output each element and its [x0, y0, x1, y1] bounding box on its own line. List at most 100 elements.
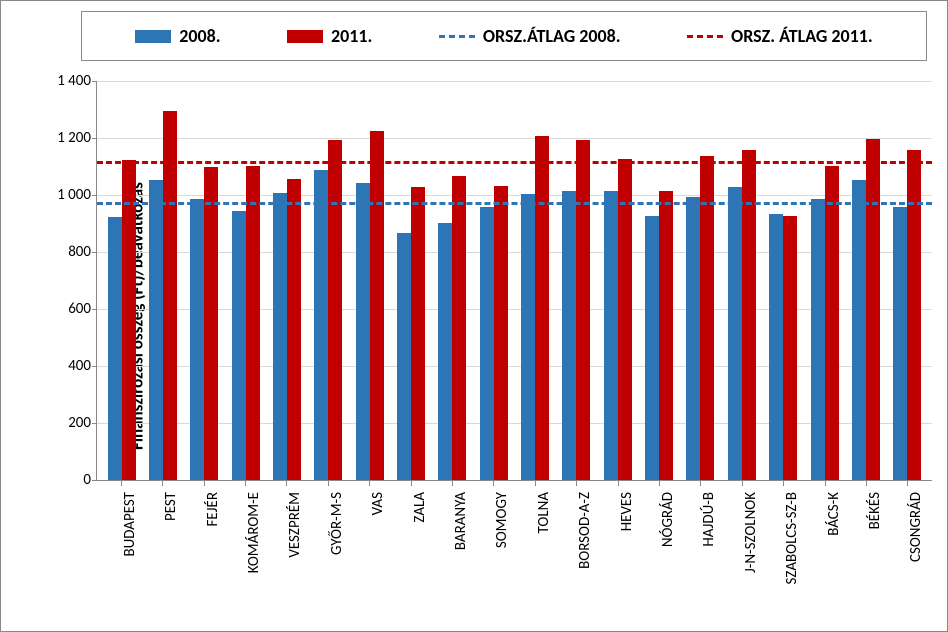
y-tick-label: 200 — [68, 414, 91, 432]
x-tick-mark — [452, 481, 453, 486]
x-label: J-N-SZOLNOK — [742, 492, 760, 573]
x-label: BÁCS-K — [825, 492, 843, 536]
bar — [411, 187, 425, 480]
legend-swatch-2008 — [135, 30, 171, 43]
x-label: GYŐR-M-S — [328, 492, 346, 555]
bar — [480, 207, 494, 480]
bar — [811, 199, 825, 480]
bar — [204, 167, 218, 480]
reference-line — [97, 161, 932, 164]
bar-group — [804, 81, 845, 480]
x-tick-mark — [204, 481, 205, 486]
chart-container: 2008. 2011. ORSZ.ÁTLAG 2008. ORSZ. ÁTLAG… — [0, 0, 948, 632]
x-label: VAS — [369, 492, 387, 515]
x-tick-mark — [411, 481, 412, 486]
bar — [562, 191, 576, 480]
legend-dash-2008 — [439, 35, 475, 38]
legend-label: ORSZ.ÁTLAG 2008. — [483, 25, 621, 47]
x-tick-mark — [659, 481, 660, 486]
bar-group — [845, 81, 886, 480]
bar — [232, 211, 246, 480]
x-label-slot: KOMÁROM-E — [224, 486, 265, 626]
y-tick-label: 800 — [68, 243, 91, 261]
x-label: SZABOLCS-SZ-B — [783, 492, 801, 585]
x-label-slot: FEJÉR — [183, 486, 224, 626]
x-tick-mark — [162, 481, 163, 486]
y-tick-label: 400 — [68, 357, 91, 375]
x-tick-mark — [907, 481, 908, 486]
legend-item-avg-2008: ORSZ.ÁTLAG 2008. — [439, 25, 621, 47]
x-label-slot: BARANYA — [431, 486, 472, 626]
x-label: ZALA — [411, 492, 429, 523]
x-tick-mark — [618, 481, 619, 486]
bar — [659, 191, 673, 480]
bar-group — [597, 81, 638, 480]
bar — [686, 197, 700, 480]
x-label: BÉKÉS — [866, 492, 884, 529]
x-label-slot: J-N-SZOLNOK — [721, 486, 762, 626]
x-label: NÓGRÁD — [659, 492, 677, 547]
bar-group — [390, 81, 431, 480]
bar-group — [266, 81, 307, 480]
bar-group — [473, 81, 514, 480]
bar — [287, 179, 301, 480]
bar — [438, 223, 452, 480]
x-label: HAJDÚ-B — [700, 492, 718, 547]
plot-area: 02004006008001 0001 2001 400 — [96, 81, 932, 481]
bar — [273, 193, 287, 480]
x-label-slot: SOMOGY — [473, 486, 514, 626]
x-label: VESZPRÉM — [286, 492, 304, 558]
x-label: BUDAPEST — [121, 492, 139, 557]
bar-group — [308, 81, 349, 480]
x-tick-mark — [576, 481, 577, 486]
bar — [108, 217, 122, 480]
legend-item-avg-2011: ORSZ. ÁTLAG 2011. — [687, 25, 873, 47]
bar-group — [432, 81, 473, 480]
legend-dash-2011 — [687, 35, 723, 38]
bar — [328, 140, 342, 480]
bar — [397, 233, 411, 480]
legend: 2008. 2011. ORSZ.ÁTLAG 2008. ORSZ. ÁTLAG… — [81, 11, 927, 61]
bar — [122, 160, 136, 480]
bar — [728, 187, 742, 480]
y-tick-label: 1 400 — [57, 72, 91, 90]
bar — [769, 214, 783, 480]
bar — [163, 111, 177, 480]
legend-label: 2008. — [179, 25, 220, 47]
x-label-slot: BUDAPEST — [100, 486, 141, 626]
x-tick-mark — [369, 481, 370, 486]
bar-group — [184, 81, 225, 480]
bar — [604, 191, 618, 480]
x-label: PEST — [162, 492, 180, 521]
reference-line — [97, 202, 932, 205]
legend-item-2011: 2011. — [287, 25, 372, 47]
bars-container — [97, 81, 932, 480]
bar-group — [349, 81, 390, 480]
x-tick-mark — [535, 481, 536, 486]
x-label-slot: CSONGRÁD — [887, 486, 928, 626]
bar — [246, 166, 260, 480]
x-label: BARANYA — [452, 492, 470, 550]
bar-group — [142, 81, 183, 480]
bar-group — [514, 81, 555, 480]
x-label-slot: HEVES — [597, 486, 638, 626]
x-label-slot: VESZPRÉM — [266, 486, 307, 626]
bar — [494, 186, 508, 480]
bar — [190, 199, 204, 480]
bar — [576, 140, 590, 480]
x-label: KOMÁROM-E — [245, 492, 263, 573]
x-label: CSONGRÁD — [907, 492, 925, 562]
bar — [370, 131, 384, 480]
y-tick-label: 0 — [83, 471, 91, 489]
bar — [783, 216, 797, 480]
bar — [852, 180, 866, 480]
x-label-slot: ZALA — [390, 486, 431, 626]
x-tick-mark — [493, 481, 494, 486]
bar-group — [721, 81, 762, 480]
x-tick-mark — [783, 481, 784, 486]
bar-group — [680, 81, 721, 480]
y-tick-mark — [92, 480, 97, 481]
x-tick-mark — [742, 481, 743, 486]
bar-group — [638, 81, 679, 480]
bar — [866, 139, 880, 480]
